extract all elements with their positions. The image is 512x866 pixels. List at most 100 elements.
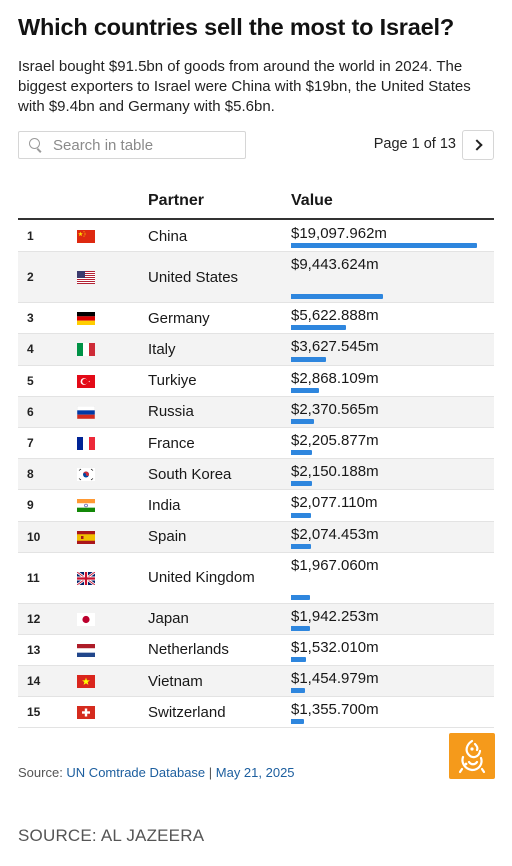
value-bar	[291, 688, 306, 694]
value-bar	[291, 356, 327, 362]
value-bar	[291, 243, 477, 249]
next-page-button[interactable]	[462, 130, 494, 160]
row-value: $1,355.700m	[291, 701, 379, 719]
russia-flag-icon	[77, 405, 95, 419]
france-flag-icon	[77, 437, 95, 451]
italy-flag-icon	[77, 343, 95, 357]
value-bar	[291, 450, 313, 456]
row-partner: Italy	[148, 340, 176, 358]
source-note: Source: UN Comtrade Database | May 21, 2…	[18, 765, 295, 780]
value-bar	[291, 625, 310, 631]
row-value: $9,443.624m	[291, 256, 379, 274]
row-value: $1,967.060m	[291, 556, 379, 574]
table-row: 9 India $2,077.110m	[18, 490, 494, 522]
row-value: $1,454.979m	[291, 670, 379, 688]
row-partner: Turkiye	[148, 372, 197, 390]
table-row: 11 United Kingdom $1,967.060m	[18, 553, 494, 604]
row-partner: India	[148, 496, 181, 514]
table-row: 7 France $2,205.877m	[18, 428, 494, 460]
value-bar	[291, 594, 311, 600]
row-value: $2,868.109m	[291, 369, 379, 387]
row-value: $2,370.565m	[291, 400, 379, 418]
row-rank: 12	[27, 611, 41, 626]
row-partner: United Kingdom	[148, 569, 255, 587]
united-kingdom-flag-icon	[77, 571, 95, 585]
value-bar	[291, 719, 305, 725]
table-row: 4 Italy $3,627.545m	[18, 334, 494, 366]
table-row: 12 Japan $1,942.253m	[18, 603, 494, 635]
switzerland-flag-icon	[77, 706, 95, 720]
value-bar	[291, 387, 319, 393]
chevron-right-icon	[470, 139, 483, 151]
column-header-partner: Partner	[148, 192, 205, 209]
column-header-value: Value	[291, 192, 333, 209]
value-bar	[291, 294, 383, 300]
pagination-label: Page 1 of 13	[373, 136, 456, 152]
row-rank: 9	[27, 498, 34, 513]
value-bar	[291, 418, 315, 424]
table-row: 8 South Korea $2,150.188m	[18, 459, 494, 491]
row-rank: 3	[27, 311, 34, 326]
table-row: 15 Switzerland $1,355.700m	[18, 697, 494, 729]
table-row: 3 Germany $5,622.888m	[18, 303, 494, 335]
row-rank: 5	[27, 373, 34, 388]
row-value: $1,532.010m	[291, 638, 379, 656]
row-partner: South Korea	[148, 465, 232, 483]
row-value: $5,622.888m	[291, 307, 379, 325]
search-input[interactable]	[53, 136, 243, 154]
netherlands-flag-icon	[77, 643, 95, 657]
row-rank: 11	[27, 570, 40, 585]
row-rank: 4	[27, 342, 34, 357]
japan-flag-icon	[77, 612, 95, 626]
value-bar	[291, 325, 346, 331]
row-partner: Vietnam	[148, 672, 203, 690]
table-row: 6 Russia $2,370.565m	[18, 396, 494, 428]
source-prefix: Source:	[18, 765, 67, 780]
row-value: $2,205.877m	[291, 431, 379, 449]
page-subtitle: Israel bought $91.5bn of goods from arou…	[18, 58, 471, 115]
row-value: $3,627.545m	[291, 338, 379, 356]
source-date[interactable]: May 21, 2025	[215, 765, 295, 780]
table-body: 1 China $19,097.962m 2 United States $9,443.6…	[18, 221, 494, 729]
row-partner: Spain	[148, 528, 187, 546]
table-row: 13 Netherlands $1,532.010m	[18, 635, 494, 667]
page-title: Which countries sell the most to Israel?	[18, 14, 454, 40]
south-korea-flag-icon	[77, 468, 95, 482]
source-separator: |	[205, 765, 216, 780]
china-flag-icon	[77, 230, 95, 244]
row-rank: 15	[27, 705, 41, 720]
row-rank: 6	[27, 404, 34, 419]
table-row: 2 United States $9,443.624m	[18, 252, 494, 304]
row-value: $1,942.253m	[291, 607, 379, 625]
united-states-flag-icon	[77, 271, 95, 285]
row-value: $2,074.453m	[291, 525, 379, 543]
turkiye-flag-icon	[77, 374, 95, 388]
row-rank: 7	[27, 436, 34, 451]
search-box[interactable]	[18, 131, 246, 159]
table-row: 10 Spain $2,074.453m	[18, 521, 494, 553]
row-rank: 13	[27, 642, 41, 657]
row-value: $19,097.962m	[291, 225, 387, 242]
row-partner: Russia	[148, 403, 194, 421]
spain-flag-icon	[77, 530, 95, 544]
india-flag-icon	[77, 499, 95, 513]
table-row: 14 Vietnam $1,454.979m	[18, 666, 494, 698]
row-partner: Switzerland	[148, 703, 226, 721]
footer-source: SOURCE: AL JAZEERA	[18, 826, 205, 845]
row-partner: United States	[148, 268, 239, 286]
source-link[interactable]: UN Comtrade Database	[66, 765, 206, 780]
row-rank: 14	[27, 674, 41, 689]
table-row: 5 Turkiye $2,868.109m	[18, 366, 494, 397]
row-value: $2,077.110m	[291, 494, 378, 512]
row-rank: 2	[27, 270, 34, 285]
row-partner: Germany	[148, 309, 210, 327]
row-value: $2,150.188m	[291, 463, 379, 481]
search-icon	[29, 138, 43, 152]
row-rank: 10	[27, 529, 41, 544]
table-header: Partner Value	[18, 186, 494, 220]
row-rank: 8	[27, 467, 34, 482]
germany-flag-icon	[77, 312, 95, 326]
al-jazeera-logo-icon	[449, 733, 495, 779]
row-rank: 1	[27, 229, 34, 244]
table-row: 1 China $19,097.962m	[18, 221, 494, 253]
